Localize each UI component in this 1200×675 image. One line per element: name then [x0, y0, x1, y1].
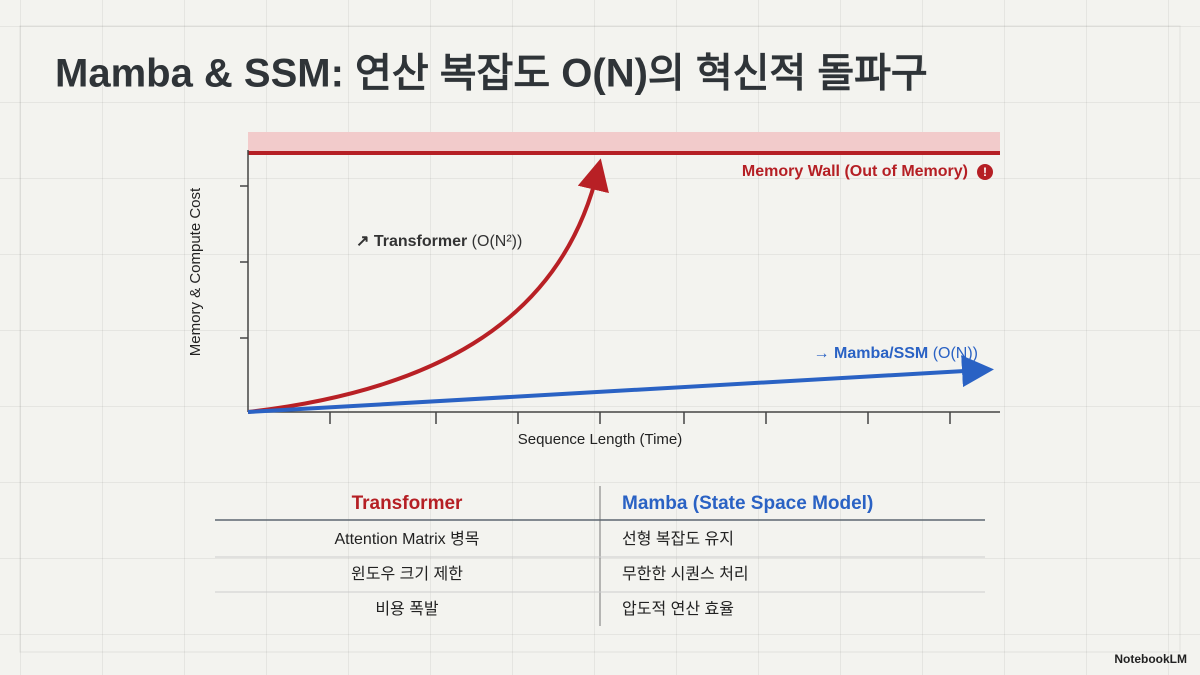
table-cell: 비용 폭발 [375, 600, 439, 618]
table-cell: Attention Matrix 병목 [334, 530, 479, 548]
title: Mamba & SSM: 연산 복잡도 O(N)의 혁신적 돌파구 [55, 52, 928, 96]
table-cell: 윈도우 크기 제한 [351, 565, 463, 583]
memory-wall-band [248, 132, 1000, 153]
table-cell: 선형 복잡도 유지 [622, 530, 734, 548]
table-cell: 압도적 연산 효율 [622, 600, 734, 618]
annotation-complexity: (O(N)) [933, 345, 978, 362]
mamba-annotation: → Mamba/SSM (O(N)) [814, 345, 978, 362]
transformer-annotation: ↗ Transformer (O(N²)) [356, 233, 522, 250]
annotation-name: ↗ Transformer [356, 233, 467, 250]
memory-wall-label: Memory Wall (Out of Memory) [742, 163, 968, 180]
table-cell: 무한한 시퀀스 처리 [622, 565, 749, 583]
table-header: Transformer [352, 493, 463, 514]
axes [240, 150, 1000, 424]
warning-icon [977, 164, 993, 180]
watermark: NotebookLM [1114, 652, 1187, 666]
mamba-line [247, 355, 994, 414]
y-axis-label: Memory & Compute Cost [187, 187, 204, 356]
warning-mark: ! [983, 165, 987, 179]
x-axis-label: Sequence Length (Time) [518, 431, 683, 448]
frame [19, 25, 1181, 653]
table-header: Mamba (State Space Model) [622, 493, 873, 514]
transformer-curve [247, 158, 609, 414]
annotation-name: → Mamba/SSM [814, 345, 929, 362]
annotation-complexity: (O(N²)) [472, 233, 523, 250]
